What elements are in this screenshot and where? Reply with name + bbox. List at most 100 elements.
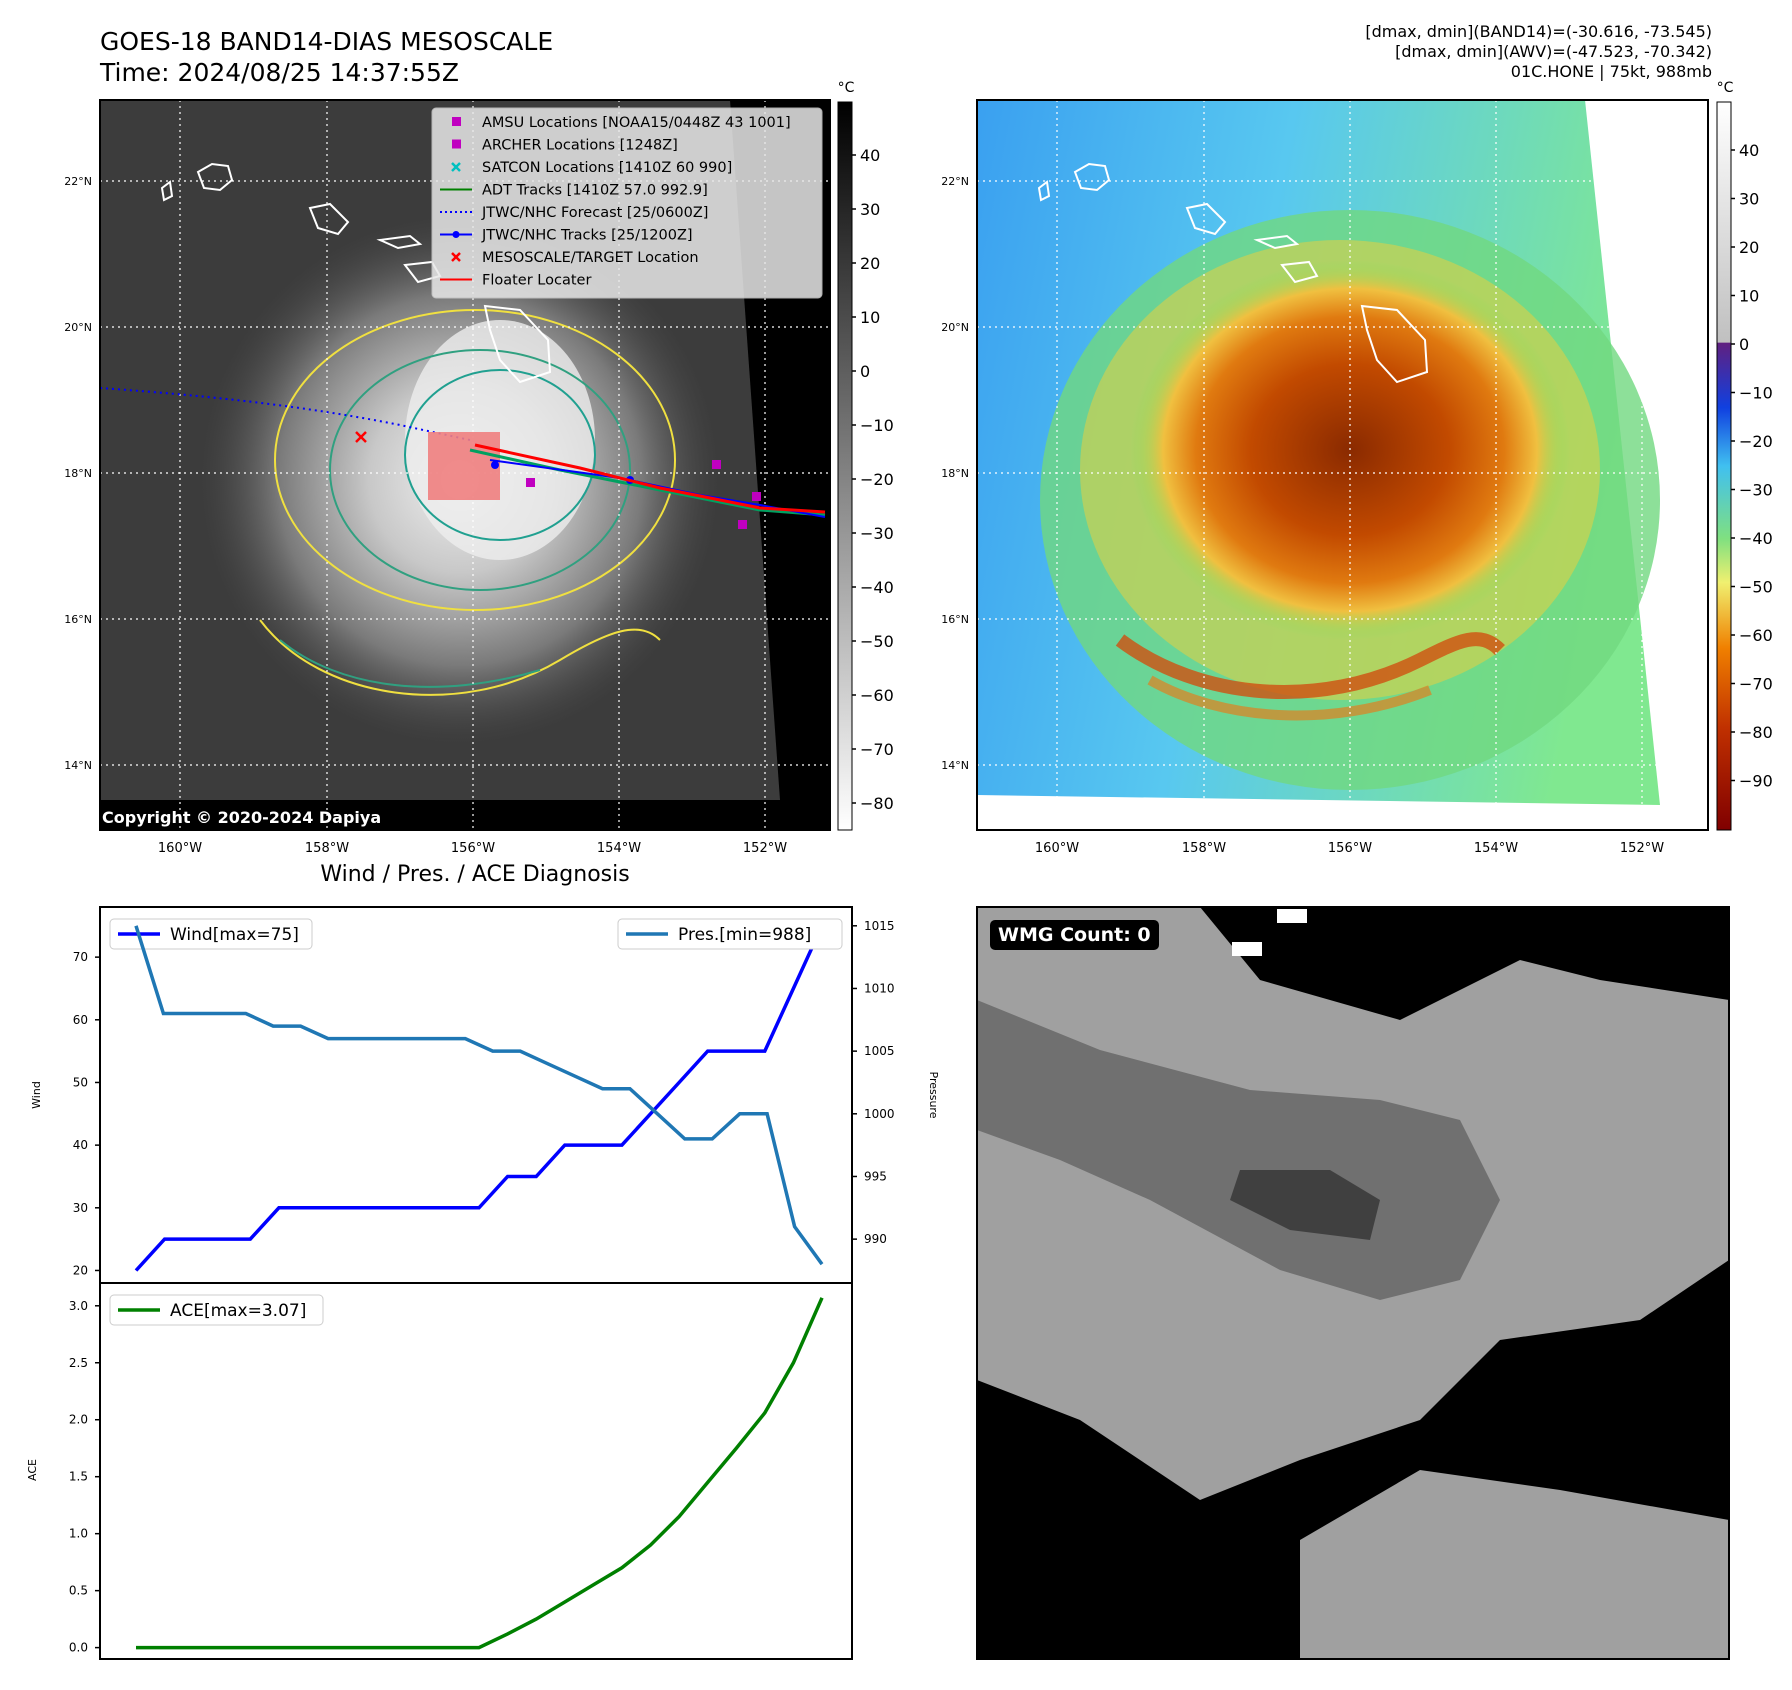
legend-label: JTWC/NHC Tracks [25/1200Z] <box>481 228 693 244</box>
axis-tick-label: 30 <box>73 1201 88 1215</box>
colorbar-tick: 10 <box>1739 287 1759 306</box>
colorbar-tick: −10 <box>1739 384 1773 403</box>
lon-tick: 156°W <box>451 841 495 856</box>
adt-track <box>469 448 826 517</box>
colorbar-tick: 0 <box>860 362 870 381</box>
legend-label: ADT Tracks [1410Z 57.0 992.9] <box>482 183 708 199</box>
floater-track <box>474 443 826 514</box>
wmg-region-dark <box>1230 1170 1380 1240</box>
pressure-axis-label: Pressure <box>927 1072 940 1119</box>
lon-tick: 152°W <box>743 841 787 856</box>
lat-tick: 16°N <box>941 613 969 626</box>
legend-entry: SATCON Locations [1410Z 60 990] <box>451 160 732 176</box>
colorbar-tick: −90 <box>1739 772 1773 791</box>
figure-title: GOES-18 BAND14-DIAS MESOSCALE Time: 2024/… <box>100 26 553 88</box>
ace-chart: 0.0 0.5 1.0 1.5 2.0 2.5 3.0 ACE[max=3.07] <box>69 1294 824 1655</box>
colorbar-tick: 30 <box>860 200 880 219</box>
colorbar-tick: 40 <box>860 146 880 165</box>
lon-tick: 154°W <box>1474 841 1518 856</box>
series-legend-label: Wind[max=75] <box>170 925 299 945</box>
wmg-white-pixel <box>1277 909 1307 923</box>
lat-tick: 20°N <box>941 321 969 334</box>
legend-label: AMSU Locations [NOAA15/0448Z 43 1001] <box>482 115 791 131</box>
stats-band14: [dmax, dmin](BAND14)=(-30.616, -73.545) <box>1365 22 1712 41</box>
left-map-lat-labels: 22°N 20°N 18°N 16°N 14°N <box>64 175 92 772</box>
colorbar-tick: 30 <box>1739 190 1759 209</box>
series-legend-label: ACE[max=3.07] <box>170 1301 306 1321</box>
colorbar-tick: 20 <box>1739 238 1759 257</box>
wmg-white-pixel <box>1232 942 1262 956</box>
series-legend: ACE[max=3.07] <box>109 1294 324 1326</box>
series-line <box>136 1297 824 1650</box>
axis-tick-label: 990 <box>864 1232 887 1246</box>
rainband-contour-inner <box>279 639 541 688</box>
lat-tick: 20°N <box>64 321 92 334</box>
legend-entry: MESOSCALE/TARGET Location <box>451 250 699 266</box>
colorbar-tick: −60 <box>860 686 894 705</box>
legend-entry: ARCHER Locations [1248Z] <box>452 138 678 154</box>
lat-tick: 14°N <box>64 759 92 772</box>
map-legend: AMSU Locations [NOAA15/0448Z 43 1001] ARC… <box>431 107 823 299</box>
copyright-notice: Copyright © 2020-2024 Dapiya <box>102 808 382 827</box>
legend-label: Floater Locater <box>482 273 591 289</box>
axis-tick-label: 3.0 <box>69 1299 88 1313</box>
axis-tick-label: 40 <box>73 1138 88 1152</box>
colorbar-tick: −70 <box>860 740 894 759</box>
lat-tick: 14°N <box>941 759 969 772</box>
axis-tick-label: 1005 <box>864 1044 895 1058</box>
axis-tick-label: 0.0 <box>69 1641 88 1655</box>
series-legend: Pres.[min=988] <box>617 918 843 950</box>
axis-tick-label: 1015 <box>864 919 895 933</box>
axis-tick-label: 2.0 <box>69 1413 88 1427</box>
jtwc-forecast-track <box>100 387 471 441</box>
color-rainband <box>1115 632 1505 699</box>
jtwc-track-point <box>491 461 499 469</box>
legend-entry: Floater Locater <box>440 273 591 289</box>
wmg-panel <box>976 906 1730 1660</box>
stats-block: [dmax, dmin](BAND14)=(-30.616, -73.545) … <box>1365 22 1712 82</box>
color-enhanced-map <box>977 100 1708 830</box>
colorbar-tick: 20 <box>860 254 880 273</box>
colorbar-tick: 10 <box>860 308 880 327</box>
series-legend-label: Pres.[min=988] <box>678 925 811 945</box>
axis-tick-label: 0.5 <box>69 1584 88 1598</box>
lon-tick: 152°W <box>1620 841 1664 856</box>
left-map-lon-labels: 160°W 158°W 156°W 154°W 152°W <box>158 841 787 856</box>
legend-label: SATCON Locations [1410Z 60 990] <box>482 160 732 176</box>
lon-tick: 160°W <box>158 841 202 856</box>
colorbar-tick: −50 <box>860 632 894 651</box>
legend-entry: JTWC/NHC Forecast [25/0600Z] <box>440 205 708 221</box>
axis-tick-label: 2.5 <box>69 1356 88 1370</box>
lon-tick: 158°W <box>1182 841 1226 856</box>
colorbar-tick: −30 <box>1739 481 1773 500</box>
axis-tick-label: 50 <box>73 1075 88 1089</box>
axis-tick-label: 1010 <box>864 981 895 995</box>
colorbar-tick: −10 <box>860 416 894 435</box>
time-line: Time: 2024/08/25 14:37:55Z <box>100 58 459 87</box>
lat-tick: 16°N <box>64 613 92 626</box>
legend-entry: JTWC/NHC Tracks [25/1200Z] <box>440 228 693 244</box>
ace-frame <box>99 1282 853 1660</box>
colorbar-tick: −80 <box>1739 723 1773 742</box>
colorbar-tick: −50 <box>1739 578 1773 597</box>
axis-tick-label: 1.0 <box>69 1527 88 1541</box>
colorbar-tick: −30 <box>860 524 894 543</box>
colorbar-tick: −20 <box>1739 432 1773 451</box>
colorbar-tick: −20 <box>860 470 894 489</box>
amsu-markers <box>526 460 761 529</box>
legend-label: ARCHER Locations [1248Z] <box>482 138 678 154</box>
colorbar-tick: 0 <box>1739 335 1749 354</box>
storm-info: 01C.HONE | 75kt, 988mb <box>1510 62 1712 81</box>
left-map-frame <box>99 99 831 831</box>
right-map-gridlines <box>977 100 1708 830</box>
lon-tick: 156°W <box>1328 841 1372 856</box>
colorbar-tick: 40 <box>1739 141 1759 160</box>
wind-pressure-frame <box>99 906 853 1284</box>
colorbar-tick: −60 <box>1739 626 1773 645</box>
axis-tick-label: 995 <box>864 1169 887 1183</box>
series-legend: Wind[max=75] <box>109 918 313 950</box>
lat-tick: 18°N <box>941 467 969 480</box>
lon-tick: 158°W <box>305 841 349 856</box>
diagnosis-title: Wind / Pres. / ACE Diagnosis <box>320 862 630 887</box>
